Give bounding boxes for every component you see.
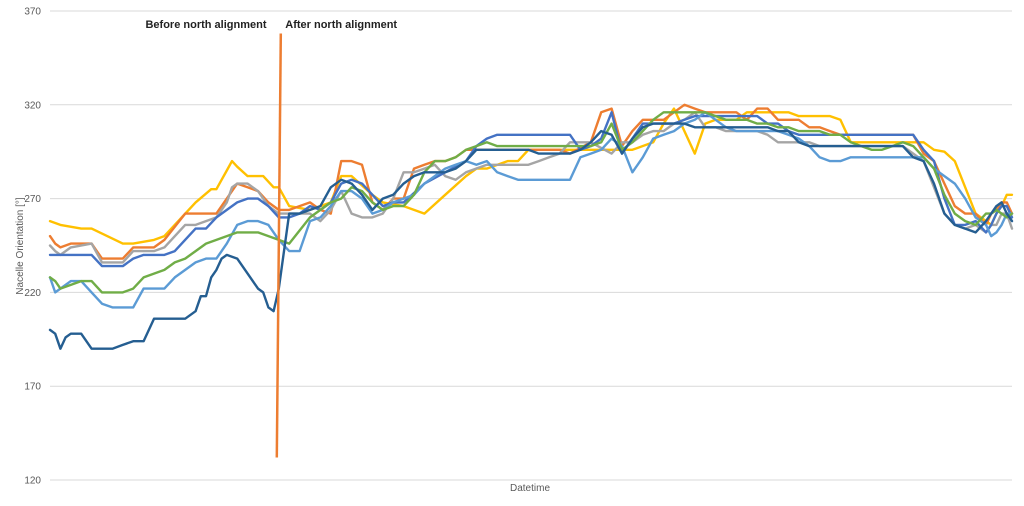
series-line-7 (48, 122, 1014, 350)
series-line-4 (48, 111, 1014, 268)
annotation-after-north-alignment: After north alignment (285, 19, 397, 31)
north-alignment-marker-line (275, 33, 283, 458)
series-layer (48, 103, 1014, 350)
gridlines (50, 10, 1012, 481)
y-axis-title: Nacelle Orientation [°] (15, 197, 26, 295)
y-tick-label: 120 (24, 476, 41, 487)
series-line-1 (48, 107, 1014, 245)
y-axis-ticks: 120 170 220 270 320 370 (24, 7, 41, 487)
y-tick-label: 270 (24, 194, 41, 205)
series-line-6 (48, 111, 1014, 294)
y-tick-label: 220 (24, 288, 41, 299)
y-tick-label: 170 (24, 382, 41, 393)
series-line-5 (48, 111, 1014, 309)
x-axis-title: Datetime (510, 483, 550, 494)
annotation-before-north-alignment: Before north alignment (145, 19, 266, 31)
y-tick-label: 370 (24, 7, 41, 18)
y-tick-label: 320 (24, 100, 41, 111)
series-line-2 (48, 103, 1014, 260)
